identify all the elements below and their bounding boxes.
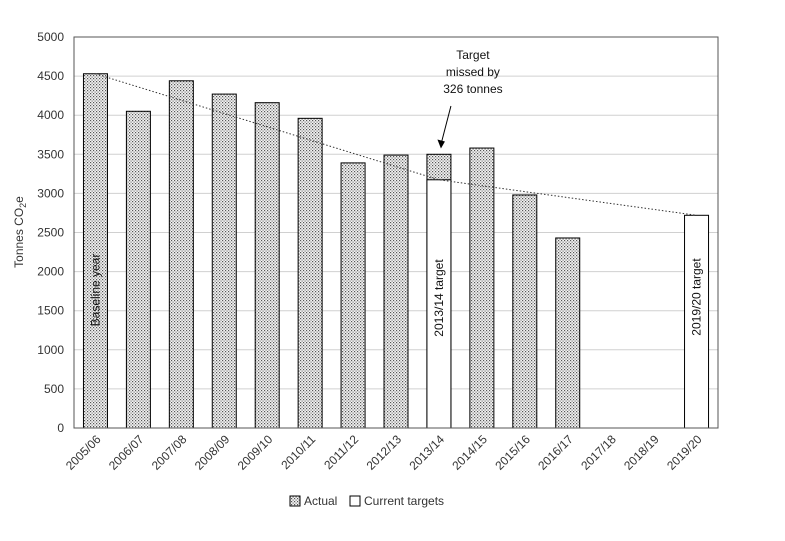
bar-actual	[555, 237, 581, 429]
bar-actual	[211, 93, 237, 429]
y-tick-label: 1000	[37, 343, 64, 357]
annotation: Target missed by 326 tonnes	[437, 48, 503, 149]
legend: Actual Current targets	[289, 494, 444, 508]
y-tick-label: 500	[44, 382, 64, 396]
bar-actual	[512, 194, 538, 429]
annotation-arrow	[440, 105, 452, 145]
x-tick-label: 2008/09	[192, 432, 233, 473]
bar-actual	[383, 154, 409, 429]
bar-actual	[297, 117, 323, 429]
x-tick-label: 2018/19	[621, 432, 662, 473]
x-tick-label: 2014/15	[449, 432, 490, 473]
plot-frame	[73, 36, 719, 429]
legend-swatch-actual	[289, 495, 301, 507]
bar-current-target	[684, 214, 710, 429]
y-tick-label: 0	[57, 421, 64, 435]
annotation-text-line: missed by	[446, 65, 500, 79]
bar-actual	[469, 147, 495, 429]
x-tick-label: 2013/14	[406, 432, 447, 473]
annotation-text-line: 326 tonnes	[443, 82, 502, 96]
x-axis-ticks: 2005/06 2006/07 2007/08 2008/09 2009/10 2010/…	[63, 432, 705, 473]
legend-label-current-targets: Current targets	[364, 494, 444, 508]
bar-actual	[254, 102, 280, 429]
trendline	[95, 73, 697, 216]
annotation-text-line: Target	[456, 48, 490, 62]
bar-actual	[340, 162, 366, 429]
bar-actual	[82, 73, 108, 429]
y-tick-label: 2500	[37, 226, 64, 240]
trendline-path	[95, 73, 697, 216]
y-tick-label: 4500	[37, 69, 64, 83]
bar-labels: Baseline year 2013/14 target 2019/20 targe…	[88, 254, 703, 337]
y-axis-title: Tonnes CO2e	[12, 196, 28, 268]
x-tick-label: 2005/06	[63, 432, 104, 473]
x-tick-label: 2010/11	[278, 432, 318, 472]
x-tick-label: 2011/12	[321, 432, 361, 472]
bar-actual	[125, 110, 151, 429]
bars	[82, 73, 710, 429]
x-tick-label: 2015/16	[492, 432, 533, 473]
legend-label-actual: Actual	[304, 494, 337, 508]
y-tick-label: 3500	[37, 147, 64, 161]
legend-swatch-current-targets	[349, 495, 361, 507]
bar-label: 2019/20 target	[690, 258, 704, 336]
x-tick-label: 2012/13	[364, 432, 405, 473]
x-tick-label: 2006/07	[106, 432, 147, 473]
y-tick-label: 5000	[37, 30, 64, 44]
x-tick-label: 2009/10	[235, 432, 276, 473]
x-tick-label: 2016/17	[535, 432, 576, 473]
bar-label: 2013/14 target	[432, 259, 446, 337]
x-tick-label: 2017/18	[578, 432, 619, 473]
y-tick-label: 1500	[37, 304, 64, 318]
annotation-arrowhead	[437, 139, 445, 149]
y-tick-label: 4000	[37, 108, 64, 122]
bar-current-target	[426, 179, 452, 429]
y-axis-ticks: 0 500 1000 1500 2000 2500 3000 3500 4000 4500 5000	[37, 30, 64, 435]
y-tick-label: 3000	[37, 186, 64, 200]
x-tick-label: 2007/08	[149, 432, 190, 473]
bar-actual	[168, 80, 194, 429]
bar-label: Baseline year	[88, 254, 102, 327]
plot-border	[73, 36, 719, 429]
y-tick-label: 2000	[37, 265, 64, 279]
x-tick-label: 2019/20	[664, 432, 705, 473]
